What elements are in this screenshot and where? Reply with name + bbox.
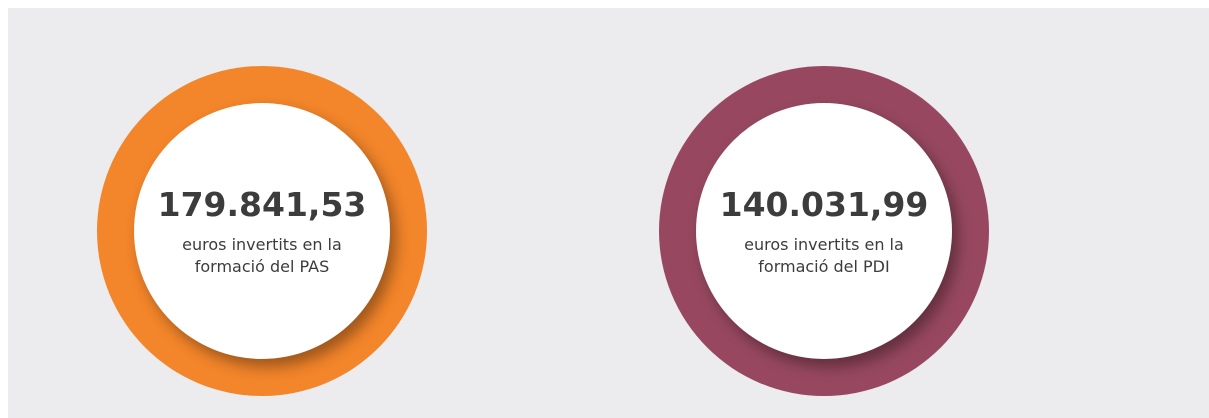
stat-value: 140.031,99 [719,184,929,224]
stat-circle: 140.031,99 euros invertits en la formaci… [696,103,952,359]
stat-ring: 179.841,53 euros invertits en la formaci… [97,66,427,396]
stat-label: euros invertits en la formació del PDI [744,234,904,276]
stat-label: euros invertits en la formació del PAS [182,234,342,276]
stat-ring: 140.031,99 euros invertits en la formaci… [659,66,989,396]
stat-value: 179.841,53 [157,184,367,224]
stat-circle: 179.841,53 euros invertits en la formaci… [134,103,390,359]
panel: 179.841,53 euros invertits en la formaci… [8,8,1209,418]
